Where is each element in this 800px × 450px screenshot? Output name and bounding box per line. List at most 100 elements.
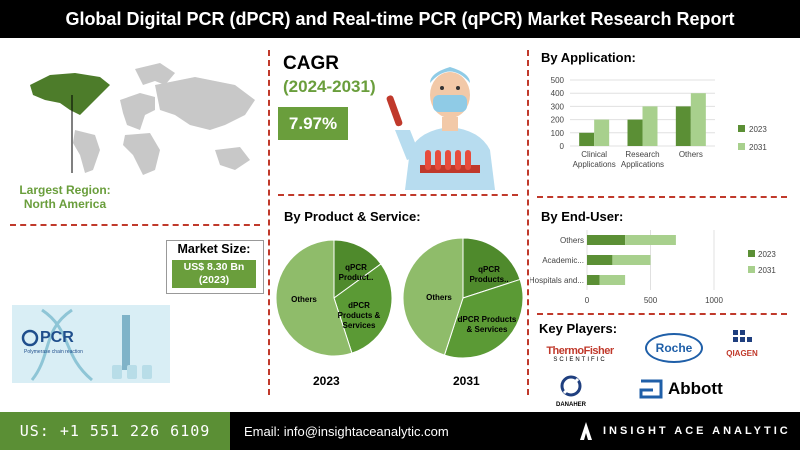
enduser-xtick: 1000 — [705, 296, 723, 305]
map-africa — [123, 133, 160, 175]
product-service-title: By Product & Service: — [284, 209, 421, 224]
end-user-title: By End-User: — [541, 209, 624, 224]
cagr-title: CAGR — [283, 53, 339, 74]
enduser-category-label: Others — [560, 236, 584, 245]
app-bar-2031 — [642, 106, 658, 146]
pie-2023-year: 2023 — [313, 374, 340, 388]
divider-right — [527, 50, 529, 395]
map-asia — [155, 77, 255, 130]
app-ytick: 300 — [551, 102, 565, 111]
qiagen-name: QIAGEN — [726, 349, 758, 358]
app-ytick: 500 — [551, 76, 565, 85]
footer-email: Email: info@insightaceanalytic.com — [244, 424, 449, 439]
raised-arm — [395, 130, 420, 160]
map-north-america — [30, 73, 110, 115]
surgical-cap — [430, 67, 470, 83]
abbott-name: Abbott — [668, 379, 723, 398]
enduser-xtick: 500 — [644, 296, 658, 305]
pcr-logo-text: PCR — [40, 329, 74, 346]
pie-slice — [333, 239, 382, 299]
map-south-america — [73, 130, 100, 173]
pie-slice — [333, 263, 393, 354]
key-players-title: Key Players: — [539, 321, 618, 336]
app-bar-2031 — [594, 119, 610, 146]
enduser-category-label: Hospitals and... — [530, 276, 584, 285]
region-label-text: Largest Region: — [19, 183, 111, 197]
enduser-bar-2031 — [625, 235, 676, 245]
region-value: North America — [23, 197, 107, 211]
pie-slice — [462, 237, 521, 299]
pie-slice-label: qPCR — [478, 265, 500, 274]
divider-left — [268, 50, 270, 395]
dna-illustration — [21, 308, 152, 382]
page-title: Global Digital PCR (dPCR) and Real-time … — [0, 0, 800, 38]
danaher-name: DANAHER — [556, 402, 586, 408]
map-greenland — [135, 63, 175, 85]
enduser-category-label: Academic... — [542, 256, 584, 265]
map-australia — [215, 147, 250, 170]
thermo-fisher-name: ThermoFisher — [546, 345, 614, 357]
pie-slice-label: dPCR — [348, 301, 370, 310]
app-legend-swatch — [738, 143, 745, 150]
pie-slice — [443, 278, 524, 359]
scientist-illustration — [386, 67, 495, 190]
footer-bar — [230, 412, 800, 450]
abbott-logo: Abbott — [638, 378, 723, 400]
pie-slice-label: Products.. — [469, 275, 508, 284]
app-category-label: Applications — [573, 160, 616, 169]
enduser-xtick: 0 — [585, 296, 590, 305]
pie-2031-year: 2031 — [453, 374, 480, 388]
pie-slice-label: & Services — [467, 325, 508, 334]
face-mask — [433, 95, 467, 112]
pie-slice-label: dPCR Products — [458, 315, 517, 324]
footer-brand: INSIGHT ACE ANALYTIC — [603, 425, 791, 437]
enduser-bar-2023 — [587, 255, 613, 265]
app-ytick: 0 — [560, 142, 565, 151]
app-ytick: 400 — [551, 89, 565, 98]
app-bar-2023 — [579, 132, 595, 146]
world-map — [30, 63, 255, 175]
pcr-subtitle: Polymerase chain reaction — [24, 349, 83, 355]
divider-cagr — [278, 194, 518, 196]
market-size-label: Market Size: — [177, 242, 251, 256]
cagr-period: (2024-2031) — [283, 77, 376, 96]
thermo-fisher-logo: ThermoFisher SCIENTIFIC — [540, 345, 620, 363]
app-legend-label: 2031 — [749, 143, 767, 152]
application-title: By Application: — [541, 50, 636, 65]
roche-name: Roche — [655, 341, 693, 355]
map-europe — [120, 93, 155, 130]
app-category-label: Research — [625, 150, 659, 159]
pie-slice — [402, 237, 464, 356]
pie-slice-label: Services — [343, 321, 376, 330]
pcr-image: PCR Polymerase chain reaction — [12, 305, 170, 383]
market-size-value-box: US$ 8.30 Bn (2023) — [172, 260, 256, 288]
app-ytick: 200 — [551, 116, 565, 125]
danaher-logo: DANAHER — [548, 375, 594, 408]
pie-slice-label: Others — [426, 293, 452, 302]
footer-phone: US: +1 551 226 6109 — [0, 412, 230, 450]
app-category-label: Clinical — [581, 150, 607, 159]
market-size-year: (2023) — [198, 274, 230, 286]
enduser-legend-swatch — [748, 250, 755, 257]
app-category-label: Applications — [621, 160, 664, 169]
app-legend-label: 2023 — [749, 125, 767, 134]
app-ytick: 100 — [551, 129, 565, 138]
abbott-icon — [639, 379, 663, 399]
app-category-label: Others — [679, 150, 703, 159]
pie-slice-label: Product.. — [339, 273, 374, 282]
pie-slice-label: qPCR — [345, 263, 367, 272]
pie-slice — [275, 239, 353, 357]
app-bar-2023 — [627, 119, 643, 146]
pcr-x-icon — [21, 329, 39, 347]
divider-application — [537, 196, 787, 198]
brand-logo-icon — [580, 422, 592, 440]
enduser-bar-2031 — [599, 275, 626, 285]
app-legend-swatch — [738, 125, 745, 132]
thermo-fisher-sub: SCIENTIFIC — [553, 357, 607, 363]
enduser-bar-2023 — [587, 235, 626, 245]
application-bar-chart: 0100200300400500ClinicalApplicationsRese… — [551, 76, 768, 169]
divider-end-user — [537, 313, 787, 315]
largest-region: Largest Region: North America — [0, 183, 130, 211]
